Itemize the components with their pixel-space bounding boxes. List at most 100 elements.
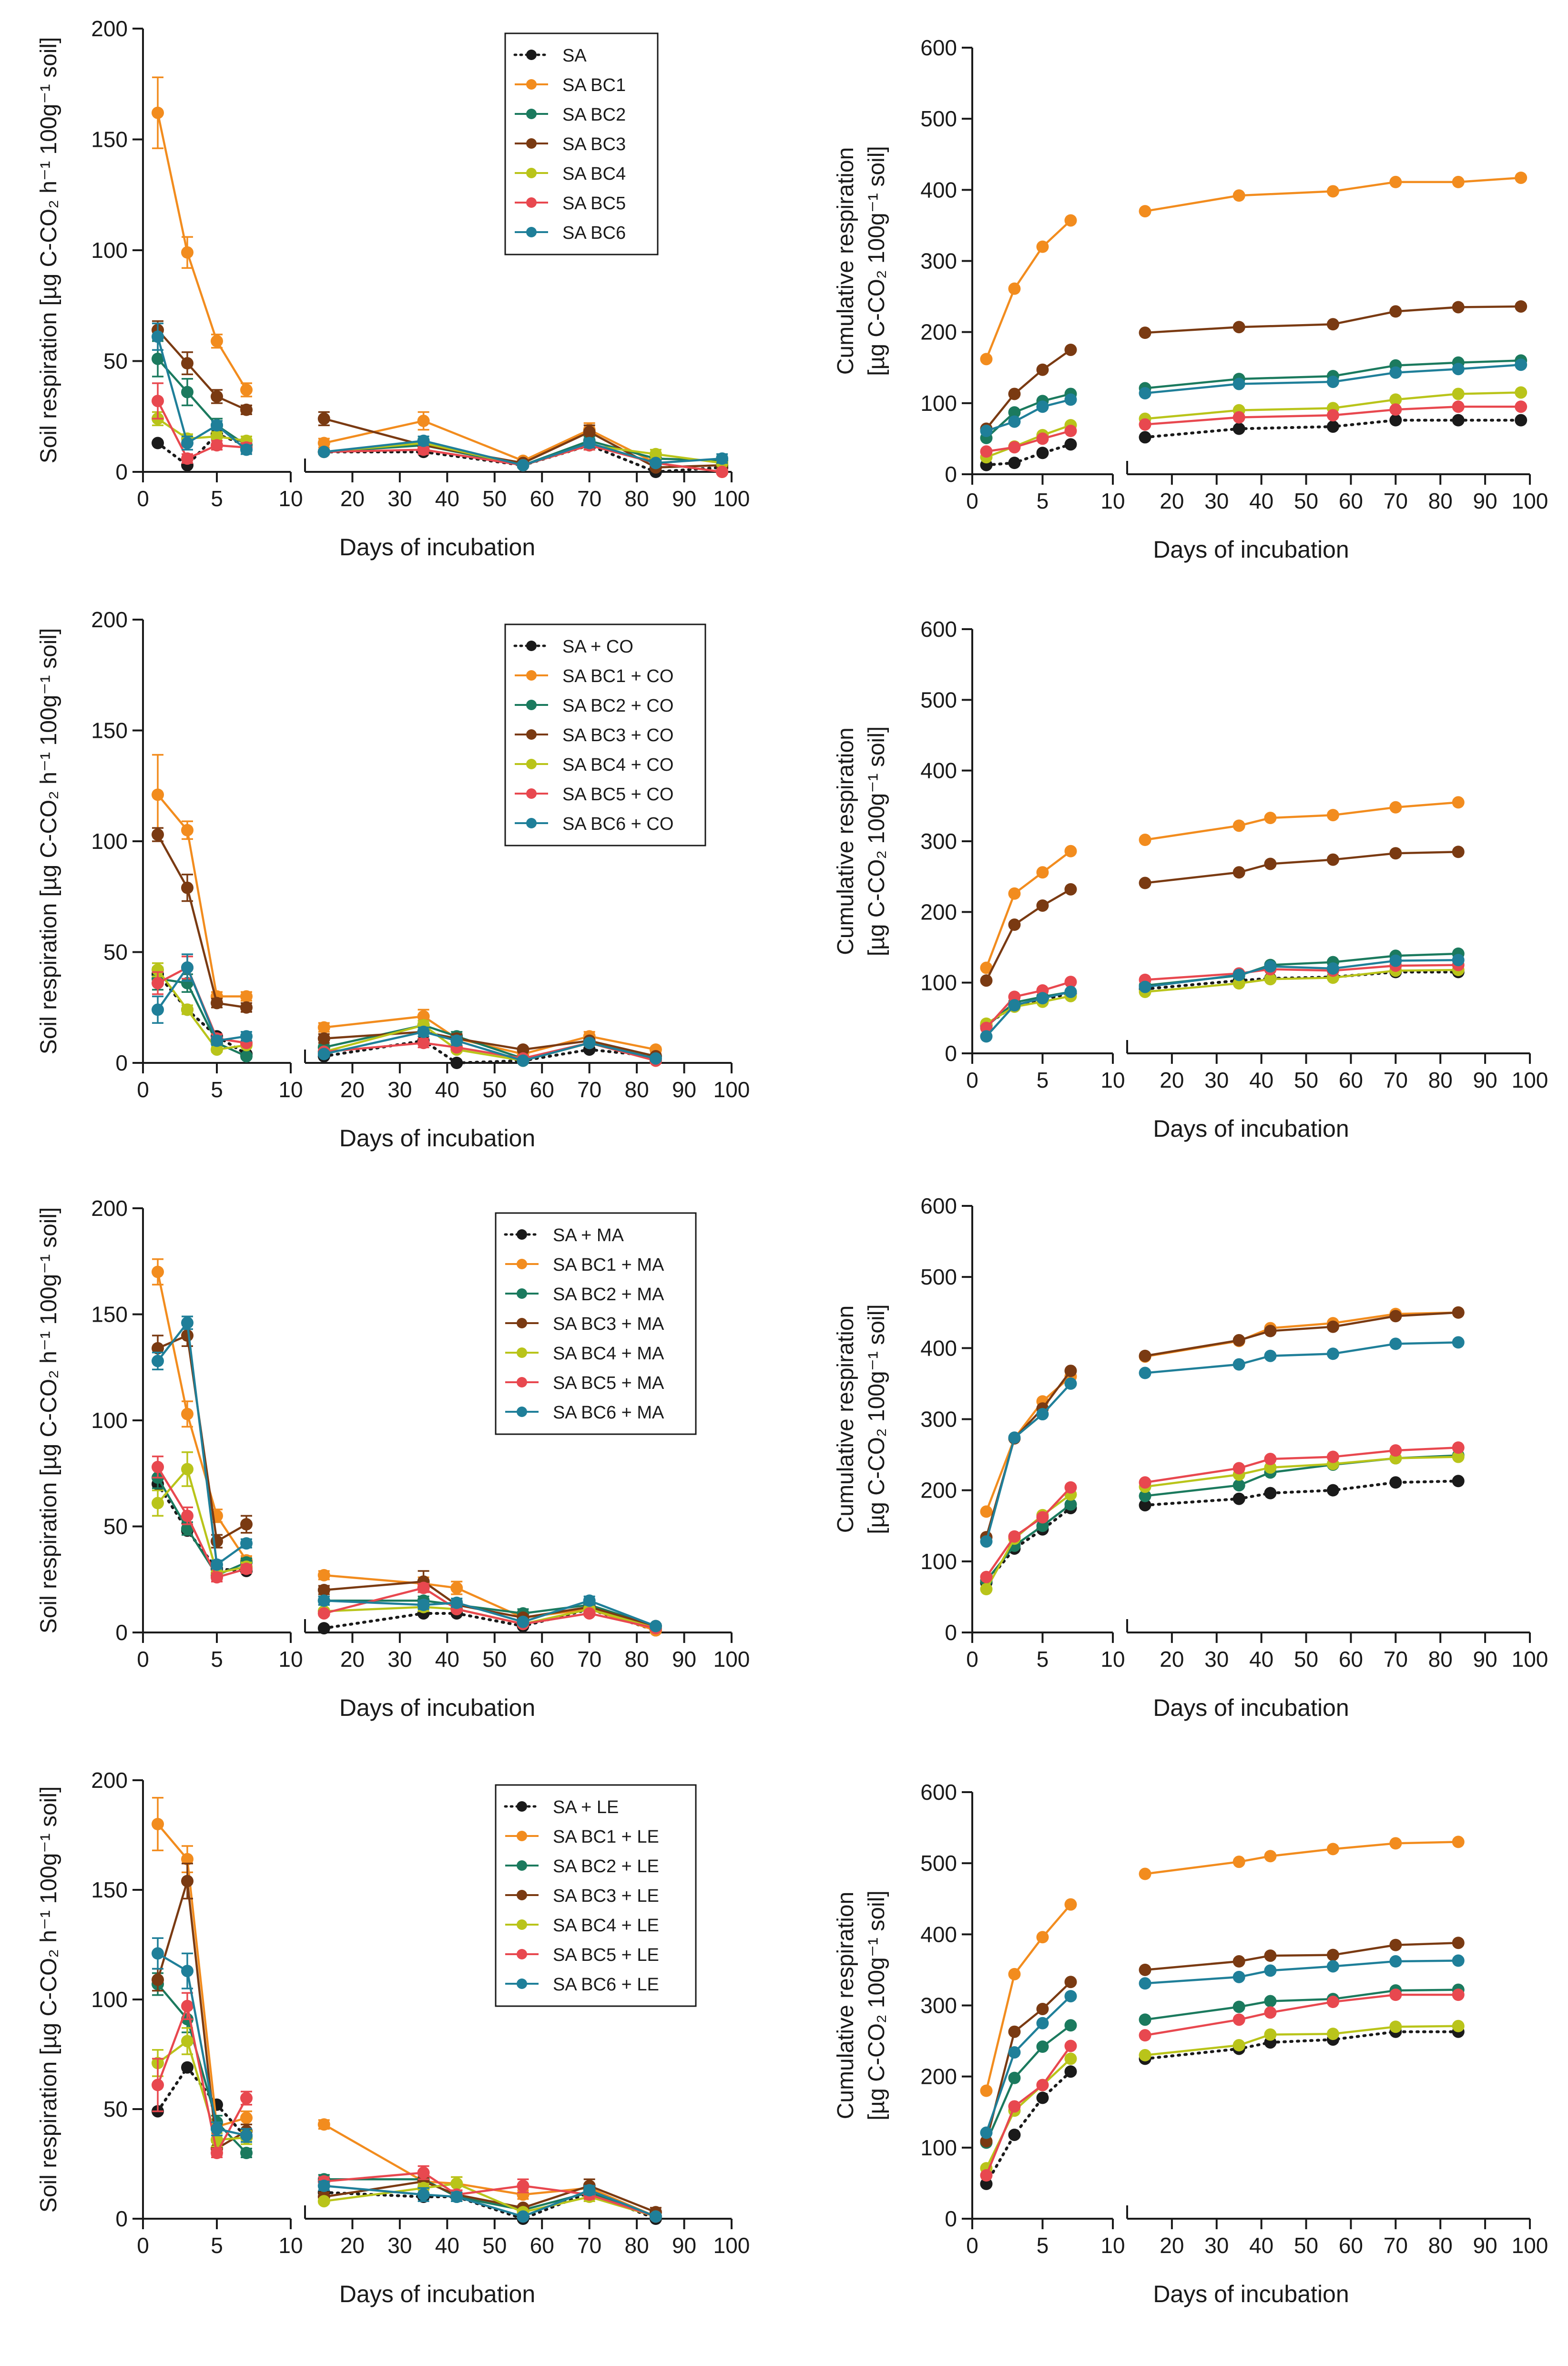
legend-label: SA BC2	[562, 105, 626, 125]
data-point	[1232, 2013, 1245, 2026]
data-point	[1326, 420, 1339, 433]
data-point	[1139, 1349, 1151, 1362]
data-point	[1064, 1377, 1077, 1390]
legend-label: SA BC2 + MA	[553, 1285, 664, 1305]
data-point	[1064, 1898, 1077, 1911]
data-point	[317, 1622, 330, 1635]
x-tick-label: 40	[435, 486, 459, 511]
data-point	[152, 1265, 164, 1278]
series-line-b	[1145, 391, 1521, 420]
legend-swatch-marker	[517, 1407, 527, 1417]
data-point	[417, 443, 430, 456]
legend-label: SA BC2 + CO	[562, 696, 673, 716]
legend-label: SA BC3 + MA	[553, 1314, 664, 1334]
data-point	[417, 1599, 430, 1611]
data-point	[1008, 388, 1021, 400]
x-tick-label: 5	[211, 2233, 223, 2258]
legend-swatch-marker	[526, 641, 537, 651]
y-axis-label-line2: [µg C-CO₂ 100g⁻¹ soil]	[864, 1304, 889, 1534]
x-tick-label: 80	[1428, 489, 1453, 513]
series-line-a	[157, 1320, 247, 1567]
data-point	[1452, 1836, 1465, 1848]
y-tick-label: 0	[115, 1050, 128, 1075]
data-point	[152, 1497, 164, 1509]
legend-swatch-marker	[526, 729, 537, 740]
data-point	[1232, 1479, 1245, 1492]
y-tick-label: 150	[91, 1877, 128, 1902]
data-point	[317, 1569, 330, 1581]
data-point	[1326, 962, 1339, 975]
data-point	[517, 2210, 529, 2223]
legend-label: SA BC1 + MA	[553, 1255, 664, 1275]
legend-label: SA BC5 + LE	[553, 1945, 659, 1965]
y-axis-label-line1: Cumulative respiration	[833, 727, 858, 955]
x-tick-label: 10	[278, 2233, 303, 2258]
series-line-a	[985, 1383, 1072, 1542]
data-point	[1036, 2002, 1049, 2015]
data-point	[317, 2180, 330, 2192]
x-axis-label: Days of incubation	[339, 1694, 535, 1721]
data-point	[181, 1509, 193, 1522]
data-point	[181, 1316, 193, 1329]
y-tick-label: 50	[103, 2097, 128, 2121]
data-point	[1064, 214, 1077, 227]
data-point	[211, 1034, 223, 1047]
panel-p7: 0 50 100 150 200 0 5 10 20 30 40 50 60 70 80 90 100 Days …	[36, 1768, 750, 2307]
data-point	[1515, 300, 1527, 313]
data-point	[450, 2191, 463, 2203]
data-point	[1326, 1450, 1339, 1463]
series-line-b	[1145, 1989, 1458, 2021]
x-tick-label: 90	[1473, 2233, 1497, 2258]
data-point	[980, 2135, 993, 2148]
data-point	[1064, 2065, 1077, 2078]
y-tick-label: 300	[920, 1407, 957, 1432]
data-point	[240, 403, 253, 416]
legend-swatch-marker	[517, 1801, 527, 1812]
x-tick-label: 60	[1339, 489, 1363, 513]
legend-swatch-marker	[517, 1288, 527, 1299]
x-tick-label: 50	[482, 1077, 507, 1102]
legend-swatch-marker	[517, 1229, 527, 1240]
data-point	[152, 788, 164, 801]
x-tick-label: 40	[1249, 1647, 1273, 1672]
series-line-b	[1145, 1311, 1458, 1358]
x-tick-label: 20	[340, 1077, 365, 1102]
x-tick-label: 60	[530, 486, 554, 511]
x-tick-label: 70	[1384, 2233, 1408, 2258]
series-line-b	[324, 1030, 656, 1058]
legend-label: SA BC3 + LE	[553, 1886, 659, 1906]
data-point	[1232, 1492, 1245, 1505]
y-tick-label: 150	[91, 127, 128, 152]
data-point	[583, 1037, 596, 1050]
y-tick-label: 400	[920, 1922, 957, 1947]
data-point	[1326, 1843, 1339, 1856]
x-tick-label: 0	[137, 2233, 149, 2258]
data-point	[1389, 1444, 1402, 1457]
data-point	[240, 2147, 253, 2159]
data-point	[1389, 954, 1402, 967]
data-point	[583, 2184, 596, 2197]
legend-label: SA + MA	[553, 1225, 624, 1245]
data-point	[181, 1463, 193, 1476]
x-tick-label: 80	[625, 486, 649, 511]
x-tick-label: 20	[1160, 1647, 1184, 1672]
x-tick-label: 90	[1473, 1068, 1497, 1092]
data-point	[1008, 2100, 1021, 2113]
data-point	[1064, 1365, 1077, 1377]
series-line-a	[156, 112, 247, 391]
data-point	[980, 425, 993, 438]
legend-label: SA BC6 + MA	[553, 1403, 664, 1423]
data-point	[1036, 2079, 1049, 2091]
data-point	[1064, 2040, 1077, 2052]
y-tick-label: 50	[103, 1514, 128, 1539]
series-line-b	[324, 2182, 656, 2218]
data-point	[1232, 819, 1245, 832]
x-tick-label: 40	[1249, 489, 1273, 513]
data-point	[583, 426, 596, 439]
data-point	[1008, 990, 1021, 1003]
x-tick-label: 50	[1294, 489, 1318, 513]
series-line-a	[157, 1952, 247, 2137]
data-point	[240, 2129, 253, 2142]
series-6	[152, 953, 662, 1067]
data-point	[1139, 1367, 1151, 1379]
